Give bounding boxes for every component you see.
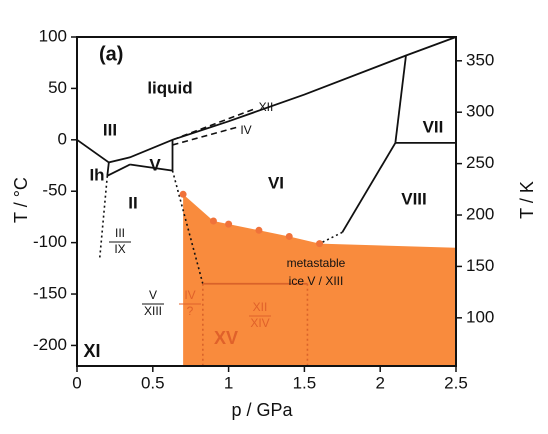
- y2-tick-label: 250: [466, 153, 494, 172]
- phase-boundary: [319, 231, 343, 245]
- y-tick-label: 100: [39, 26, 67, 45]
- x-axis-label: p / GPa: [231, 400, 293, 420]
- phase-boundary: [76, 36, 457, 164]
- phase-boundary: [106, 163, 131, 177]
- phase-label: IV: [240, 123, 251, 137]
- phase-label: VI: [268, 173, 284, 192]
- data-point: [316, 240, 324, 248]
- x-tick-label: 1.5: [293, 373, 317, 392]
- fraction-denominator: ?: [187, 304, 194, 318]
- fraction-denominator: XIII: [144, 304, 162, 318]
- phase-boundary: [394, 55, 407, 144]
- phase-label: XI: [83, 341, 100, 361]
- phase-label: VIII: [401, 189, 427, 208]
- y2-tick-label: 150: [466, 256, 494, 275]
- y-tick-label: -50: [42, 181, 67, 200]
- y-tick-label: 50: [48, 78, 67, 97]
- y2-axis-label: T / K: [517, 181, 537, 219]
- phase-label: XII: [259, 100, 274, 114]
- phase-region: [183, 194, 456, 366]
- fraction-denominator: XIV: [250, 316, 269, 330]
- fraction-denominator: IX: [114, 242, 125, 256]
- y-axis-label: T / °C: [11, 177, 31, 223]
- x-tick-label: 2.5: [444, 373, 468, 392]
- phase-label: XV: [214, 328, 238, 348]
- fraction-numerator: V: [149, 288, 157, 302]
- y2-tick-label: 350: [466, 50, 494, 69]
- phase-boundary: [98, 175, 109, 259]
- phase-boundary: [106, 162, 110, 176]
- phase-boundary: [172, 108, 255, 141]
- plot-frame: [76, 36, 457, 367]
- data-point: [255, 226, 263, 234]
- phase-label: liquid: [147, 78, 192, 97]
- data-point: [209, 217, 217, 225]
- panel-label: (a): [99, 43, 123, 65]
- phase-boundary: [129, 163, 173, 172]
- y-tick-label: -150: [33, 284, 67, 303]
- phase-label: V: [149, 155, 161, 174]
- y2-tick-label: 200: [466, 205, 494, 224]
- y-tick-label: 0: [58, 129, 67, 148]
- y-tick-label: -200: [33, 335, 67, 354]
- y2-tick-label: 100: [466, 307, 494, 326]
- phase-boundary: [172, 126, 237, 146]
- fraction-numerator: III: [115, 226, 125, 240]
- x-tick-label: 1: [224, 373, 233, 392]
- y-tick-label: -100: [33, 232, 67, 251]
- y2-tick-label: 300: [466, 102, 494, 121]
- x-tick-label: 2: [375, 373, 384, 392]
- phase-label: VII: [423, 117, 444, 136]
- phase-label: II: [128, 193, 137, 212]
- data-point: [285, 232, 293, 240]
- fraction-numerator: IV: [184, 288, 195, 302]
- phase-label: ice V / XIII: [289, 274, 344, 288]
- data-point: [225, 220, 233, 228]
- phase-label: III: [103, 120, 117, 139]
- x-tick-label: 0.5: [141, 373, 165, 392]
- phase-label: Ih: [89, 165, 104, 184]
- phase-label: metastable: [287, 256, 346, 270]
- phase-boundary: [341, 142, 397, 233]
- x-tick-label: 0: [72, 373, 81, 392]
- data-point: [179, 190, 187, 198]
- fraction-numerator: XII: [253, 300, 268, 314]
